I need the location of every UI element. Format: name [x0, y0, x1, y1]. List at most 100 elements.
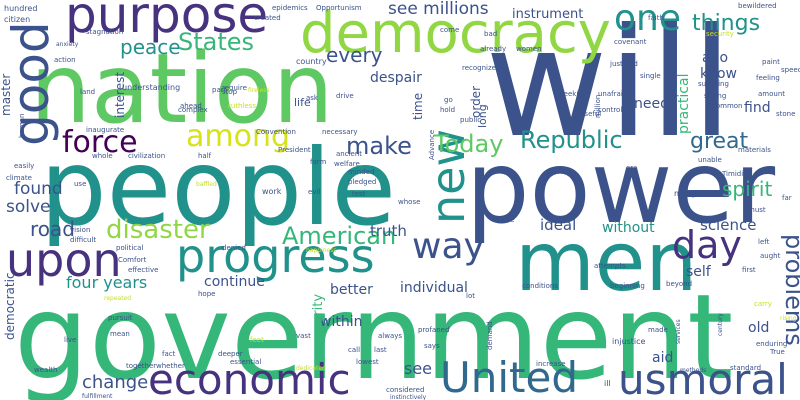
word-pursuit: pursuit	[108, 314, 133, 322]
word-democracy: democracy	[300, 1, 611, 66]
word-last: last	[374, 346, 387, 354]
word-self: self	[686, 264, 712, 280]
word-wealth: wealth	[34, 366, 57, 374]
word-recognized: recognized	[462, 64, 500, 72]
word-opportunism: Opportunism	[316, 4, 362, 12]
word-stone: stone	[776, 110, 795, 118]
word-vast: vast	[296, 332, 311, 340]
word-know: know	[700, 66, 737, 82]
word-many: many	[674, 189, 697, 198]
word-republic: Republic	[520, 126, 623, 154]
word-prosperity: prosperity	[311, 294, 326, 360]
word-whole: whole	[92, 152, 113, 160]
word-ruthless: ruthless	[228, 102, 256, 110]
word-women: women	[516, 45, 542, 53]
word-lot: lot	[466, 292, 475, 300]
word-four-years: four years	[66, 273, 147, 292]
word-good: good	[2, 21, 60, 146]
word-problems: problems	[780, 234, 800, 346]
word-human: human	[18, 114, 26, 138]
word-states: States	[178, 28, 254, 56]
word-ask: ask	[306, 94, 319, 102]
word-beginning: beginning	[610, 282, 645, 290]
word-single: single	[640, 72, 661, 80]
word-half: half	[198, 152, 212, 160]
word-increase: increase	[536, 360, 566, 368]
word-government: government	[14, 268, 733, 400]
word-found: found	[14, 179, 63, 199]
word-despair: despair	[370, 70, 422, 86]
word-century: century	[717, 313, 724, 336]
word-complex: complex	[178, 106, 208, 114]
word-services: services	[675, 319, 682, 344]
word-will: will	[485, 0, 733, 171]
word-always: always	[378, 332, 402, 340]
word-necessary: necessary	[322, 128, 358, 136]
word-happiness: happiness	[306, 247, 337, 254]
word-work: work	[262, 187, 282, 196]
word-civilization: civilization	[128, 152, 165, 160]
word-people: people	[40, 127, 396, 249]
word-enduring: enduring	[756, 340, 787, 348]
word-require: require	[222, 84, 247, 92]
word-bad: bad	[484, 30, 497, 38]
word-difficult: difficult	[70, 236, 96, 244]
word-new: new	[421, 129, 475, 224]
word-see-millions: see millions	[388, 0, 489, 19]
word-need: need	[634, 96, 669, 112]
word-among: among	[186, 119, 290, 154]
word-hold: hold	[440, 106, 455, 114]
word-see: see	[404, 359, 432, 378]
word-standard: standard	[730, 364, 761, 372]
word-political: political	[116, 244, 143, 252]
word-repeated: repeated	[104, 295, 131, 302]
word-demand: demand	[486, 321, 494, 350]
word-call: call	[348, 346, 360, 354]
word-deeper: deeper	[218, 350, 243, 358]
word-road: road	[30, 217, 75, 241]
word-old: old	[748, 320, 769, 336]
word-master: master	[0, 74, 13, 116]
word-advance: Advance	[428, 130, 436, 160]
word-strong: strong	[704, 92, 726, 100]
word-practical: practical	[676, 74, 692, 134]
word-men: men	[515, 215, 697, 310]
word-carry: carry	[754, 300, 772, 308]
word-progress: progress	[176, 229, 375, 283]
word-way: way	[412, 226, 485, 267]
word-convention: Convention	[256, 128, 296, 136]
word-aid: aid	[652, 350, 673, 366]
word-nation: nation	[30, 33, 334, 145]
word-left: left	[758, 238, 770, 246]
word-already: already	[480, 45, 506, 53]
word-made: made	[648, 326, 668, 334]
word-today: Today	[433, 130, 503, 158]
word-citizen: citizen	[4, 15, 30, 24]
word-democratic: democratic	[3, 272, 17, 340]
word-minded: minded	[348, 168, 374, 176]
word-solve: solve	[6, 197, 51, 217]
word-fulfillment: fulfillment	[82, 393, 113, 400]
word-unable: unable	[698, 156, 722, 164]
word-purpose: purpose	[65, 0, 268, 44]
word-first: first	[742, 266, 756, 274]
word-mean: mean	[110, 330, 130, 338]
word-speed: speed	[781, 66, 800, 74]
word-faith: faith	[648, 14, 664, 22]
word-fact: fact	[162, 350, 176, 358]
word-whose: whose	[398, 198, 420, 206]
word-day: day	[672, 223, 742, 267]
word-find: find	[744, 100, 771, 116]
word-dedicated: dedicated	[296, 365, 326, 372]
word-justified: justified	[609, 60, 638, 68]
word-lowest: lowest	[356, 358, 379, 366]
word-far: far	[782, 194, 792, 202]
word-feeling: feeling	[756, 74, 780, 82]
word-security: security	[706, 30, 734, 38]
word-denied: denied	[222, 244, 246, 252]
word-continue: continue	[204, 274, 265, 290]
word-million: million	[594, 95, 602, 118]
word-fireless: fireless	[248, 87, 269, 94]
word-climate: climate	[6, 174, 32, 182]
